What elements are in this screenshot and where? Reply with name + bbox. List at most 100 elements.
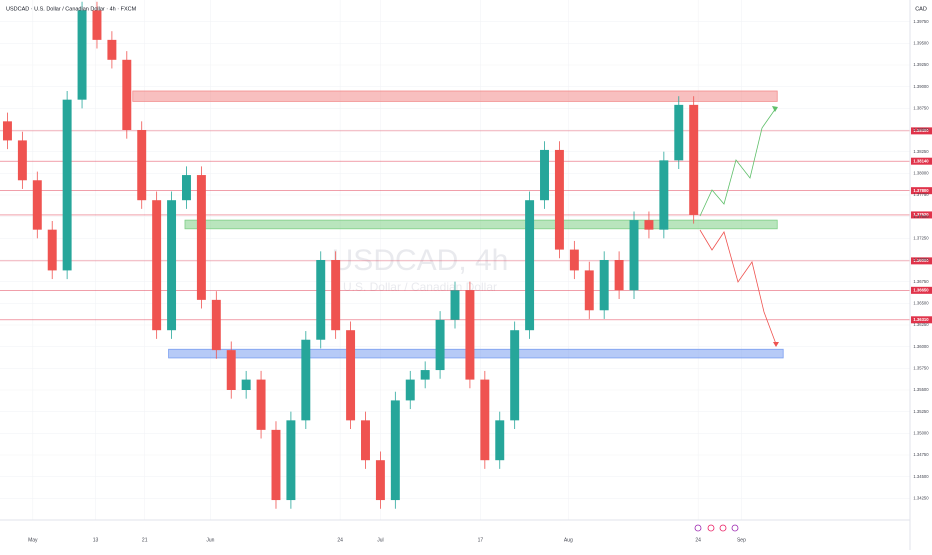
candle-body [554,149,564,250]
candle-body [62,99,72,271]
candle-body [361,420,370,461]
candle-body [689,104,699,215]
level-label: 1.36990 [913,258,929,263]
candle-body [375,460,385,501]
x-tick-label: 13 [93,537,99,543]
y-tick-label: 1.39750 [913,19,929,24]
candle-body [659,160,669,230]
candle-body [525,200,535,331]
axes: 1.34250 1.34500 1.34750 1.35000 1.35250 1.355… [28,19,929,544]
candles [2,1,699,509]
bearish-projection [699,229,777,345]
x-tick-label: Jun [206,537,214,543]
candle-body [390,400,400,501]
candle-body [256,379,266,430]
level-tag [911,316,932,324]
candle-body [584,270,594,311]
candle-body [465,290,475,380]
candle-body [2,121,12,141]
candle-body [346,330,356,421]
x-tick-label: 24 [695,537,701,543]
y-tick-label: 1.37750 [913,192,929,197]
candle-body [599,260,609,311]
y-tick-label: 1.37500 [913,214,929,219]
candle-body [211,299,221,351]
y-tick-label: 1.38000 [913,170,929,175]
y-tick-label: 1.37250 [913,235,929,240]
candle-body [450,290,460,320]
level-tag [911,211,932,219]
candle-body [331,260,341,331]
candle-body [674,104,684,161]
chart-title: USDCAD · U.S. Dollar / Canadian Dollar ·… [6,6,137,12]
candle-body [316,260,326,340]
candle-body [167,200,177,331]
currency-label[interactable]: CAD [915,6,927,12]
candle-body [286,420,296,501]
zones [132,90,784,359]
y-tick-label: 1.34750 [913,452,929,457]
x-tick-label: 24 [337,537,343,543]
x-tick-label: Jul [377,537,383,543]
candle-body [271,429,281,501]
candle-body [480,379,490,461]
y-tick-label: 1.37000 [913,257,929,262]
level-tag [911,257,932,265]
y-tick-label: 1.39500 [913,40,929,45]
candle-body [182,175,191,201]
candle-body [510,330,520,421]
candle-body [196,175,206,300]
x-tick-label: 17 [478,537,484,543]
candle-body [47,229,57,271]
candle-body [405,379,415,401]
y-tick-label: 1.39250 [913,62,929,67]
event-marker[interactable] [731,524,739,532]
level-label: 1.36310 [913,317,929,322]
candle-body [614,260,624,291]
x-tick-label: Aug [564,537,573,543]
candle-body [629,220,639,291]
candle-body [241,379,251,390]
zone [132,90,778,102]
x-tick-label: May [28,537,38,543]
level-label: 1.36650 [913,287,929,292]
candle-body [301,339,311,421]
candle-body [644,220,654,230]
level-label: 1.38490 [913,128,929,133]
y-tick-label: 1.38250 [913,149,929,154]
level-tag [911,286,932,294]
event-marker[interactable] [707,524,715,532]
candle-body [122,59,132,130]
candle-body [495,420,505,461]
x-tick-label: Sep [737,537,746,543]
levels: 1.38490 1.38140 1.37800 1.37520 1.36990 1.366… [0,127,932,324]
arrow-head [772,106,778,112]
event-marker[interactable] [694,524,702,532]
level-tag [911,127,932,135]
candle-body [17,140,27,181]
zone [168,348,784,359]
candle-body [226,350,236,390]
level-label: 1.37520 [913,212,929,217]
y-tick-label: 1.38750 [913,105,929,110]
y-tick-label: 1.35500 [913,387,929,392]
y-tick-label: 1.35000 [913,430,929,435]
bullish-projection [699,107,777,217]
y-tick-label: 1.35750 [913,365,929,370]
candle-body [137,130,147,201]
watermark: USDCAD, 4h [332,244,509,277]
candle-body [420,370,430,380]
zone [184,219,778,230]
y-tick-label: 1.36750 [913,279,929,284]
candle-body [569,249,579,271]
y-tick-label: 1.34250 [913,495,929,500]
arrow-head [773,342,779,347]
candle-body [107,39,117,60]
y-tick-label: 1.34500 [913,474,929,479]
event-marker[interactable] [719,524,727,532]
level-label: 1.37800 [913,188,929,193]
candle-body [540,149,549,201]
y-tick-label: 1.36500 [913,300,929,305]
level-tag [911,187,932,195]
